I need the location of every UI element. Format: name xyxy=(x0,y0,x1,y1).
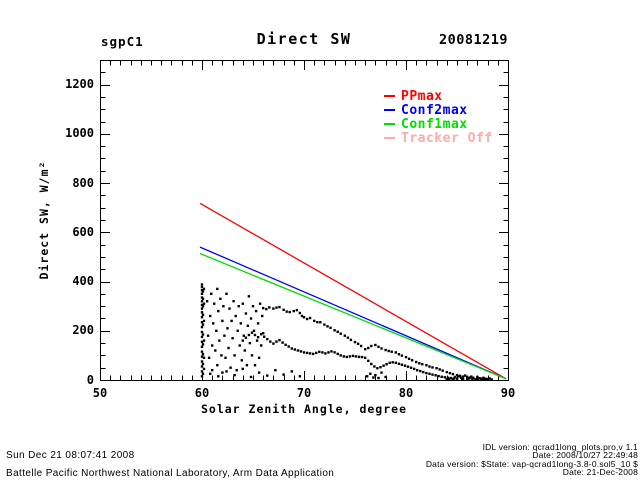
legend-item-conf2max: Conf2max xyxy=(384,102,493,118)
legend-dash-icon xyxy=(384,137,395,139)
y-tick-label: 400 xyxy=(72,274,94,289)
y-tick-label: 0 xyxy=(86,372,94,387)
legend-label: PPmax xyxy=(401,88,443,104)
legend-item-conf1max: Conf1max xyxy=(384,116,493,132)
legend-dash-icon xyxy=(384,95,395,97)
legend-dash-icon xyxy=(384,123,395,125)
timestamp-text: Sun Dec 21 08:07:41 2008 xyxy=(6,450,135,461)
axis-frame xyxy=(100,60,509,381)
organization-text: Battelle Pacific Northwest National Labo… xyxy=(6,468,335,479)
plot-header: sgpC1 Direct SW 20081219 xyxy=(100,30,508,49)
plot-title: Direct SW xyxy=(256,30,352,48)
x-tick-label: 60 xyxy=(194,386,210,400)
line-conf2max xyxy=(199,246,507,380)
x-axis-title: Solar Zenith Angle, degree xyxy=(200,402,407,416)
limit-lines xyxy=(199,202,507,380)
idl-version-line: IDL version: qcrad1long_plots.pro,v 1.1 xyxy=(482,442,638,452)
idl-date-line: Date: 2008/10/27 22:49:48 xyxy=(532,450,638,460)
date-label: 20081219 xyxy=(438,32,508,48)
x-tick-label: 70 xyxy=(296,386,312,400)
y-tick-label: 800 xyxy=(72,175,94,190)
x-tick-label: 90 xyxy=(500,386,516,400)
x-tick-label: 80 xyxy=(398,386,414,400)
scatter-points xyxy=(200,283,493,381)
legend: PPmax Conf2max Conf1max Tracker Off xyxy=(384,88,493,146)
legend-label: Conf2max xyxy=(401,102,468,118)
data-version-line: Data version: $State: vap-qcrad1long-3.8… xyxy=(425,459,638,469)
legend-dash-icon xyxy=(384,109,395,111)
x-tick-label: 50 xyxy=(92,386,108,400)
legend-label: Conf1max xyxy=(401,116,468,132)
y-tick-label: 200 xyxy=(72,323,94,338)
legend-item-ppmax: PPmax xyxy=(384,88,493,104)
line-conf1max xyxy=(199,252,507,380)
axis-ticks xyxy=(100,61,509,381)
y-tick-label: 1000 xyxy=(65,126,94,141)
legend-item-tracker-off: Tracker Off xyxy=(384,130,493,146)
site-label: sgpC1 xyxy=(101,34,144,49)
legend-label: Tracker Off xyxy=(401,130,493,146)
line-ppmax xyxy=(199,202,507,380)
y-tick-label: 1200 xyxy=(65,77,94,92)
data-date-line: Date: 21-Dec-2008 xyxy=(562,467,638,477)
y-tick-label: 600 xyxy=(72,224,94,239)
